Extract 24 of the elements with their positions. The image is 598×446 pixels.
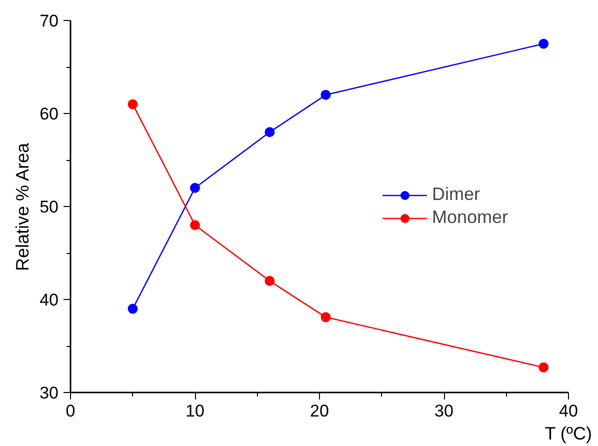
point [264,276,275,286]
x-tick-label: 0 [66,402,76,420]
point [320,90,331,100]
x-axis-title: T (ºC) [544,424,592,444]
point [190,182,200,193]
y-tick-label: 70 [40,12,59,30]
point [264,127,275,138]
y-tick-label: 40 [40,290,59,310]
y-tick-label: 30 [40,384,59,402]
point [190,220,200,230]
point [128,99,138,110]
x-tick-label: 30 [434,402,454,420]
y-tick-label: 60 [40,104,59,124]
point [538,38,549,49]
x-tick-label: 40 [559,402,578,420]
x-tick-label: 20 [310,402,329,420]
point [538,362,549,372]
point [128,304,138,314]
y-axis-title: Relative % Area [12,142,33,272]
y-tick-label: 50 [40,198,59,216]
x-tick-label: 10 [186,402,204,420]
legend-label: Monomer [432,207,508,228]
point [320,312,331,322]
legend-label: Dimer [432,184,480,205]
